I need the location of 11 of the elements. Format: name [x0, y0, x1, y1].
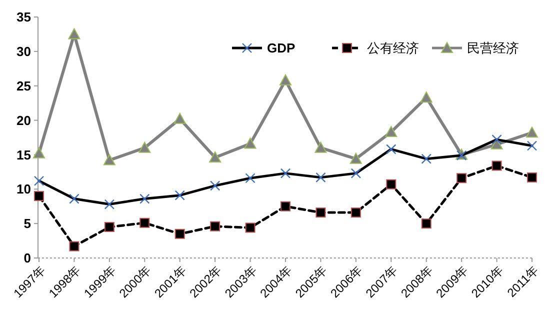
y-tick-label: 35	[16, 10, 31, 25]
legend-label: 公有经济	[367, 40, 419, 56]
legend-label: 民营经济	[467, 40, 519, 56]
y-tick-label: 30	[16, 44, 31, 59]
y-tick-label: 10	[16, 182, 31, 197]
y-tick-label: 15	[16, 147, 31, 162]
y-tick-label: 25	[16, 78, 31, 94]
legend-label: GDP	[267, 40, 296, 56]
y-tick-label: 0	[24, 250, 31, 266]
y-tick-label: 20	[16, 112, 31, 128]
y-tick-label: 5	[24, 216, 31, 232]
